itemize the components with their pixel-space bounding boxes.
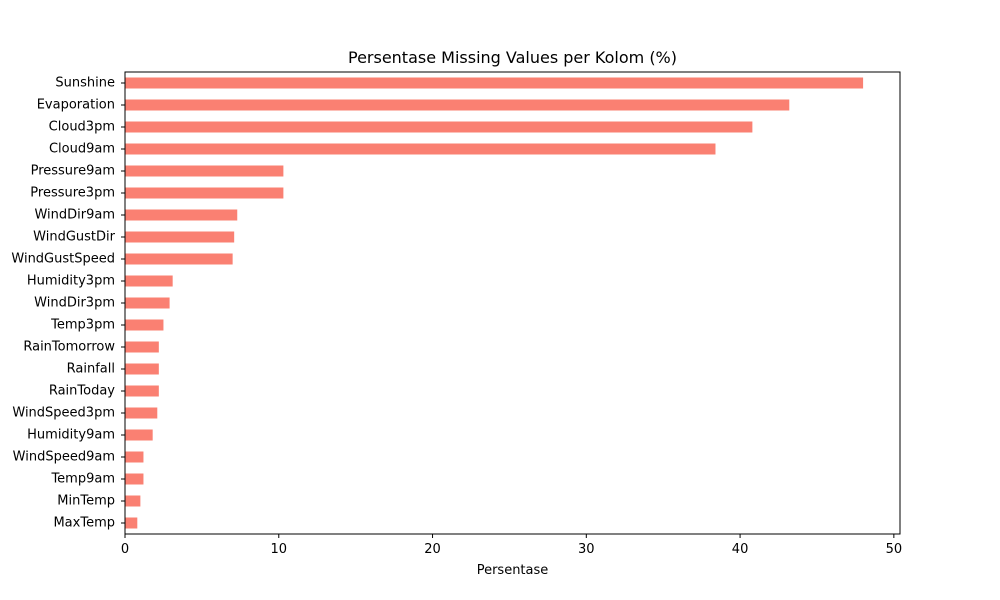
bar-maxtemp (125, 517, 138, 529)
bar-cloud3pm (125, 121, 753, 133)
bar-winddir3pm (125, 297, 170, 309)
bar-windspeed3pm (125, 407, 158, 419)
y-axis-ticks: Sunshine Evaporation Cloud3pm Cloud9am Press… (11, 76, 125, 531)
x-tick-label-0: 0 (121, 542, 129, 557)
y-tick-label-cloud9am: Cloud9am (49, 142, 115, 157)
bar-sunshine (125, 77, 864, 89)
bar-raintoday (125, 385, 159, 397)
bar-pressure3pm (125, 187, 284, 199)
y-tick-label-winddir3pm: WindDir3pm (34, 296, 115, 311)
bars-layer (125, 77, 864, 529)
bar-humidity3pm (125, 275, 173, 287)
bar-cloud9am (125, 143, 716, 155)
bar-evaporation (125, 99, 790, 111)
y-tick-label-temp9am: Temp9am (50, 472, 115, 487)
bar-pressure9am (125, 165, 284, 177)
y-tick-label-maxtemp: MaxTemp (53, 516, 115, 531)
y-tick-label-raintomorrow: RainTomorrow (23, 340, 115, 355)
bar-temp3pm (125, 319, 164, 331)
x-tick-label-30: 30 (578, 542, 595, 557)
y-tick-label-windspeed3pm: WindSpeed3pm (12, 406, 115, 421)
bar-humidity9am (125, 429, 153, 441)
y-tick-label-mintemp: MinTemp (57, 494, 115, 509)
plot-frame (124, 71, 901, 535)
x-tick-label-10: 10 (270, 542, 287, 557)
x-tick-label-40: 40 (732, 542, 749, 557)
x-axis-ticks: 0 10 20 30 40 50 (121, 534, 902, 557)
bar-raintomorrow (125, 341, 159, 353)
y-tick-label-windspeed9am: WindSpeed9am (13, 450, 115, 465)
x-tick-label-20: 20 (424, 542, 441, 557)
bar-windspeed9am (125, 451, 144, 463)
y-tick-label-temp3pm: Temp3pm (50, 318, 115, 333)
y-tick-label-evaporation: Evaporation (37, 98, 115, 113)
y-tick-label-windgustdir: WindGustDir (33, 230, 115, 245)
x-tick-label-50: 50 (886, 542, 903, 557)
bar-winddir9am (125, 209, 238, 221)
x-axis-label: Persentase (477, 563, 549, 578)
y-tick-label-pressure9am: Pressure9am (31, 164, 115, 179)
y-tick-label-cloud3pm: Cloud3pm (49, 120, 115, 135)
chart-title: Persentase Missing Values per Kolom (%) (348, 48, 677, 67)
y-tick-label-windgustspeed: WindGustSpeed (11, 252, 115, 267)
bar-temp9am (125, 473, 144, 485)
y-tick-label-raintoday: RainToday (49, 384, 115, 399)
y-tick-label-pressure3pm: Pressure3pm (30, 186, 115, 201)
bar-mintemp (125, 495, 141, 507)
bar-windgustspeed (125, 253, 233, 265)
bar-windgustdir (125, 231, 235, 243)
bar-rainfall (125, 363, 159, 375)
y-tick-label-humidity9am: Humidity9am (27, 428, 115, 443)
y-tick-label-sunshine: Sunshine (55, 76, 115, 91)
y-tick-label-humidity3pm: Humidity3pm (27, 274, 115, 289)
y-tick-label-rainfall: Rainfall (67, 362, 115, 377)
y-tick-label-winddir9am: WindDir9am (34, 208, 115, 223)
